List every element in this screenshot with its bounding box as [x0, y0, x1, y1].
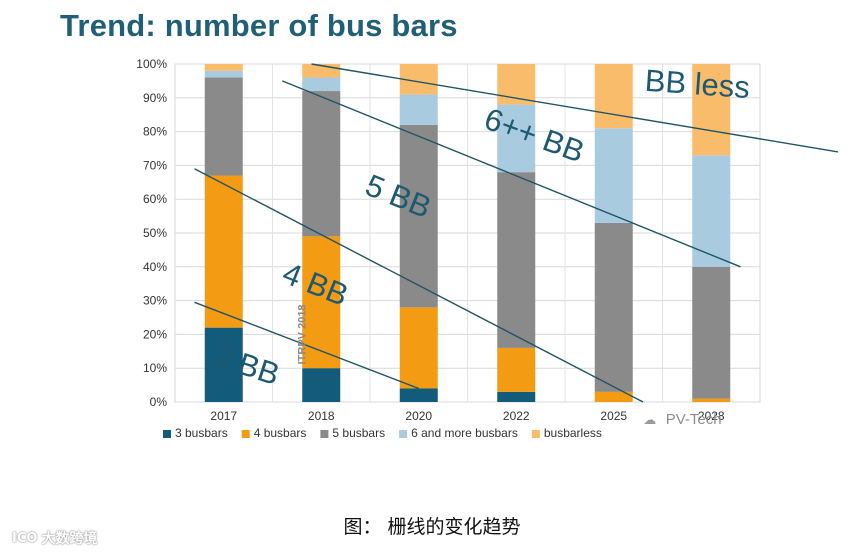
x-tick-label: 2025 — [600, 409, 627, 423]
x-tick-label: 2018 — [308, 409, 335, 423]
bar-segment — [497, 347, 536, 392]
bar-segment — [594, 391, 633, 402]
bar-segment — [399, 388, 438, 402]
brand-watermark: ICO 大数跨境 — [12, 528, 97, 548]
wechat-icon: ☁ — [643, 413, 656, 428]
bar-segment — [692, 266, 731, 399]
bar-segment — [204, 64, 243, 71]
bar-segment — [399, 307, 438, 389]
legend-label: 6 and more busbars — [411, 426, 518, 440]
bar-segment — [302, 77, 341, 92]
legend-label: 5 busbars — [332, 426, 385, 440]
bar-segment — [692, 155, 731, 267]
bar-segment — [594, 128, 633, 223]
trend-line — [194, 301, 420, 390]
legend-swatch — [241, 430, 250, 438]
bar-segment — [594, 64, 633, 129]
legend-label: 3 busbars — [175, 426, 228, 440]
bar-segment — [204, 77, 243, 176]
bar-segment — [204, 70, 243, 78]
y-tick-label: 40% — [143, 260, 167, 274]
bar-segment — [692, 64, 731, 156]
x-tick-label: 2017 — [210, 409, 237, 423]
bar-segment — [302, 91, 341, 237]
y-tick-label: 70% — [143, 158, 167, 172]
legend-label: 4 busbars — [254, 426, 307, 440]
bar-segment — [399, 124, 438, 308]
annotation-label: BB less — [644, 63, 751, 105]
bar-segment — [497, 104, 536, 173]
pv-tech-watermark: PV-Tech — [666, 411, 722, 428]
y-tick-label: 100% — [136, 57, 167, 71]
bar-segment — [204, 327, 243, 402]
legend-swatch — [531, 430, 540, 438]
brand-logo-icon: ICO — [12, 530, 38, 546]
bar-segment — [497, 391, 536, 402]
bar-segment — [204, 175, 243, 328]
itrpv-side-note: ITRPV 2018 — [297, 304, 309, 364]
y-tick-label: 60% — [143, 192, 167, 206]
x-tick-label: 2028 — [698, 409, 725, 423]
x-tick-label: 2022 — [503, 409, 530, 423]
chart-title: Trend: number of bus bars — [60, 8, 458, 43]
trend-line — [311, 63, 839, 153]
stacked-bar-chart: 0% 10% 20% 30% 40% 50% 60% 70% 80% 90% 100% 2017 201… — [136, 57, 839, 440]
bar-segment — [302, 368, 341, 402]
trend-line — [194, 168, 644, 403]
legend-swatch — [320, 430, 329, 438]
legend-swatch — [163, 430, 171, 438]
x-tick-label: 2020 — [405, 409, 432, 423]
y-tick-label: 50% — [143, 226, 167, 240]
figure-caption: 图： 栅线的变化趋势 — [343, 516, 521, 538]
y-tick-label: 10% — [143, 361, 167, 375]
trend-line — [281, 80, 741, 268]
legend-label: busbarless — [544, 426, 602, 440]
bar-segment — [399, 94, 438, 125]
bar-segment — [692, 398, 731, 402]
y-tick-label: 30% — [143, 294, 167, 308]
bar-segment — [594, 222, 633, 392]
bar-segment — [497, 172, 536, 348]
y-tick-label: 0% — [150, 395, 168, 409]
y-tick-label: 80% — [143, 125, 167, 139]
y-tick-label: 20% — [143, 327, 167, 341]
y-tick-label: 90% — [143, 91, 167, 105]
legend-swatch — [399, 430, 408, 438]
brand-name: 大数跨境 — [41, 531, 98, 547]
